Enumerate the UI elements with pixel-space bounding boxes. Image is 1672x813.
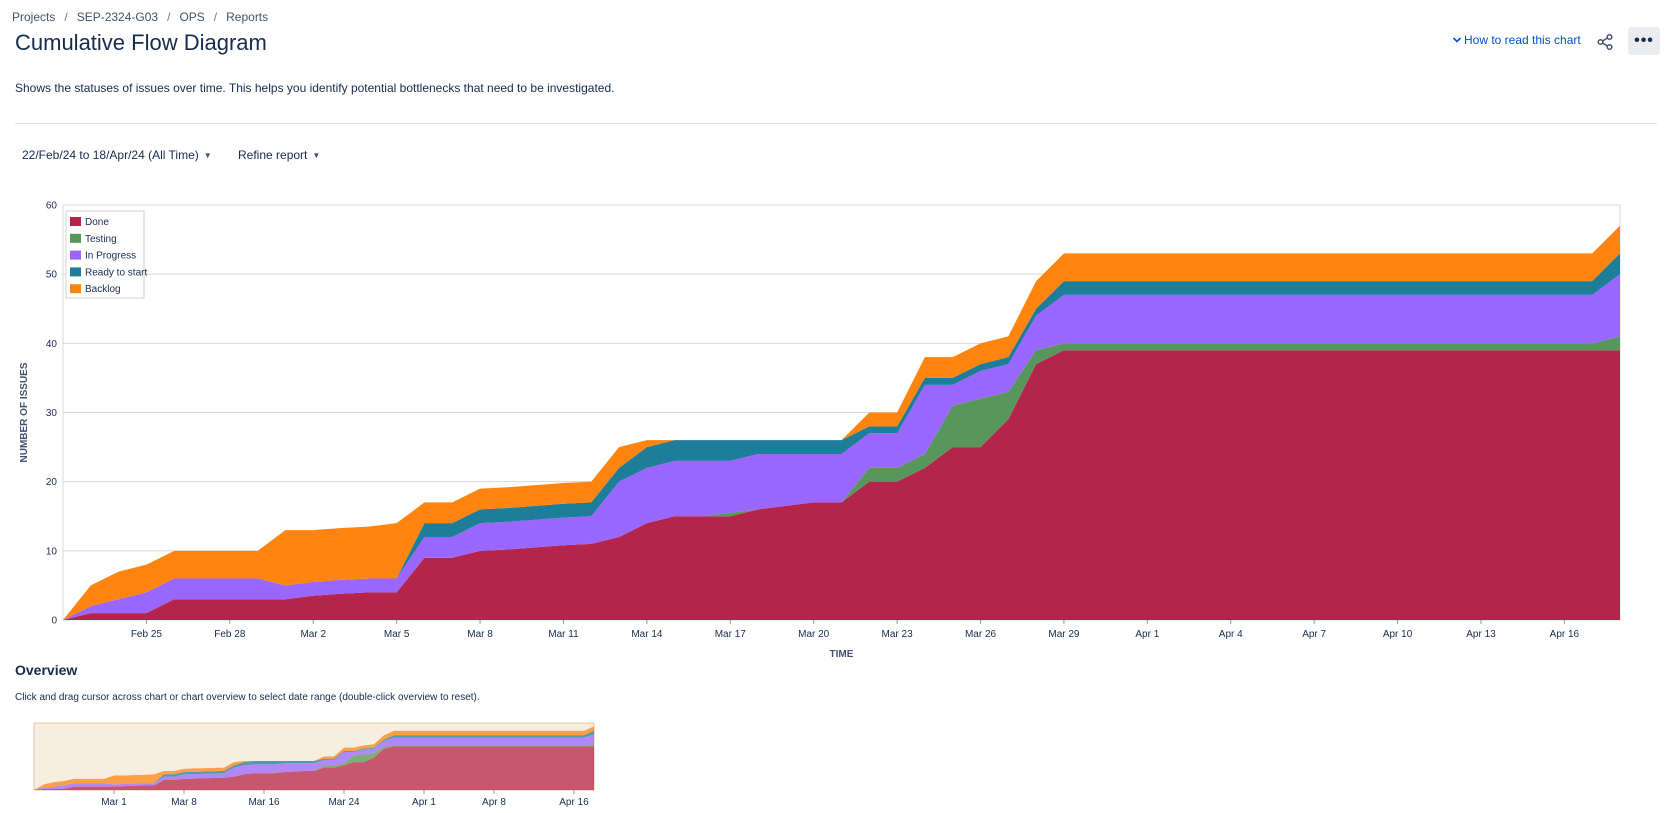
legend-swatch: [70, 267, 81, 277]
area-ready-to-start: [63, 253, 1620, 620]
breadcrumb-reports[interactable]: Reports: [226, 10, 269, 24]
legend-label: Done: [85, 217, 109, 228]
breadcrumb-separator: /: [213, 10, 218, 24]
overview-x-tick-label: Mar 24: [328, 797, 360, 807]
y-tick-label: 60: [46, 201, 58, 212]
area-backlog: [63, 225, 1620, 620]
x-tick-label: Mar 11: [548, 629, 579, 640]
overview-x-tick-label: Mar 8: [171, 797, 197, 807]
legend-swatch: [70, 233, 81, 243]
x-tick-label: Mar 20: [798, 629, 830, 640]
legend-label: Ready to start: [85, 267, 147, 278]
legend-label: In Progress: [85, 251, 136, 262]
more-actions-button[interactable]: •••: [1628, 27, 1660, 55]
area-in-progress: [63, 274, 1620, 620]
divider: [15, 123, 1657, 124]
legend-label: Testing: [85, 234, 117, 245]
legend-swatch: [70, 217, 81, 226]
overview-area-in-progress: [34, 734, 594, 790]
overview-title: Overview: [15, 662, 78, 678]
overview-x-tick-label: Mar 16: [248, 797, 280, 807]
y-tick-label: 40: [46, 339, 58, 350]
x-tick-label: Mar 2: [300, 629, 326, 640]
breadcrumb-separator: /: [64, 10, 68, 24]
overview-x-tick-label: Apr 8: [482, 797, 506, 807]
cumulative-flow-chart[interactable]: 0 10 20 30 40 50 60 Feb 25 Feb 28 Mar 2 Mar 5 Mar 8…: [0, 190, 1672, 665]
x-tick-label: Mar 29: [1048, 629, 1080, 640]
overview-area-done: [34, 746, 594, 790]
page-title: Cumulative Flow Diagram: [15, 30, 267, 55]
x-tick-label: Mar 17: [715, 629, 747, 640]
more-icon: •••: [1634, 32, 1654, 49]
y-tick-label: 30: [46, 408, 58, 419]
overview-x-tick-label: Apr 16: [559, 797, 589, 807]
x-tick-label: Apr 1: [1135, 629, 1159, 640]
legend-label: Backlog: [85, 284, 121, 295]
x-tick-label: Apr 4: [1219, 629, 1243, 640]
x-tick-label: Apr 10: [1383, 629, 1413, 640]
area-done: [63, 350, 1620, 620]
overview-x-tick-label: Apr 1: [412, 797, 436, 807]
caret-down-icon: ▼: [312, 150, 321, 160]
overview-area-backlog: [34, 726, 594, 790]
overview-chart[interactable]: Mar 1 Mar 8 Mar 16 Mar 24 Apr 1 Apr 8 Apr 16: [0, 712, 620, 807]
x-tick-label: Mar 8: [467, 629, 493, 640]
legend-swatch: [70, 284, 81, 294]
x-tick-label: Apr 7: [1302, 629, 1326, 640]
refine-report-label: Refine report: [238, 148, 308, 162]
x-tick-label: Feb 28: [214, 629, 246, 640]
overview-area-ready-to-start: [34, 730, 594, 790]
how-to-read-link[interactable]: How to read this chart: [1452, 33, 1581, 47]
breadcrumb-separator: /: [167, 10, 171, 24]
x-tick-label: Mar 14: [631, 629, 663, 640]
share-button[interactable]: [1594, 31, 1616, 53]
refine-report-dropdown[interactable]: Refine report ▼: [238, 148, 320, 162]
breadcrumb-projects[interactable]: Projects: [12, 10, 56, 24]
x-tick-label: Mar 23: [882, 629, 914, 640]
overview-x-tick-label: Mar 1: [101, 797, 127, 807]
y-tick-label: 10: [46, 546, 58, 557]
x-tick-label: Mar 26: [965, 629, 997, 640]
breadcrumb: Projects / SEP-2324-G03 / OPS / Reports: [12, 10, 268, 24]
breadcrumb-board[interactable]: OPS: [179, 10, 205, 24]
legend-swatch: [70, 250, 81, 260]
page-description: Shows the statuses of issues over time. …: [15, 81, 615, 95]
overview-hint: Click and drag cursor across chart or ch…: [15, 692, 480, 703]
y-axis-title: NUMBER OF ISSUES: [19, 362, 30, 462]
share-icon: [1597, 33, 1613, 51]
chevron-down-icon: [1452, 37, 1462, 43]
date-range-dropdown[interactable]: 22/Feb/24 to 18/Apr/24 (All Time) ▼: [22, 148, 212, 162]
x-tick-label: Mar 5: [384, 629, 410, 640]
y-tick-label: 50: [46, 270, 58, 281]
x-axis-title: TIME: [830, 649, 854, 660]
caret-down-icon: ▼: [203, 150, 212, 160]
x-tick-label: Apr 16: [1550, 629, 1580, 640]
y-tick-label: 0: [51, 616, 57, 627]
y-tick-label: 20: [46, 477, 58, 488]
breadcrumb-project[interactable]: SEP-2324-G03: [76, 10, 159, 24]
x-tick-label: Apr 13: [1466, 629, 1496, 640]
how-to-read-label: How to read this chart: [1464, 33, 1581, 47]
date-range-label: 22/Feb/24 to 18/Apr/24 (All Time): [22, 148, 199, 162]
legend: Done Testing In Progress Ready to start Back…: [65, 210, 147, 299]
x-tick-label: Feb 25: [131, 629, 163, 640]
